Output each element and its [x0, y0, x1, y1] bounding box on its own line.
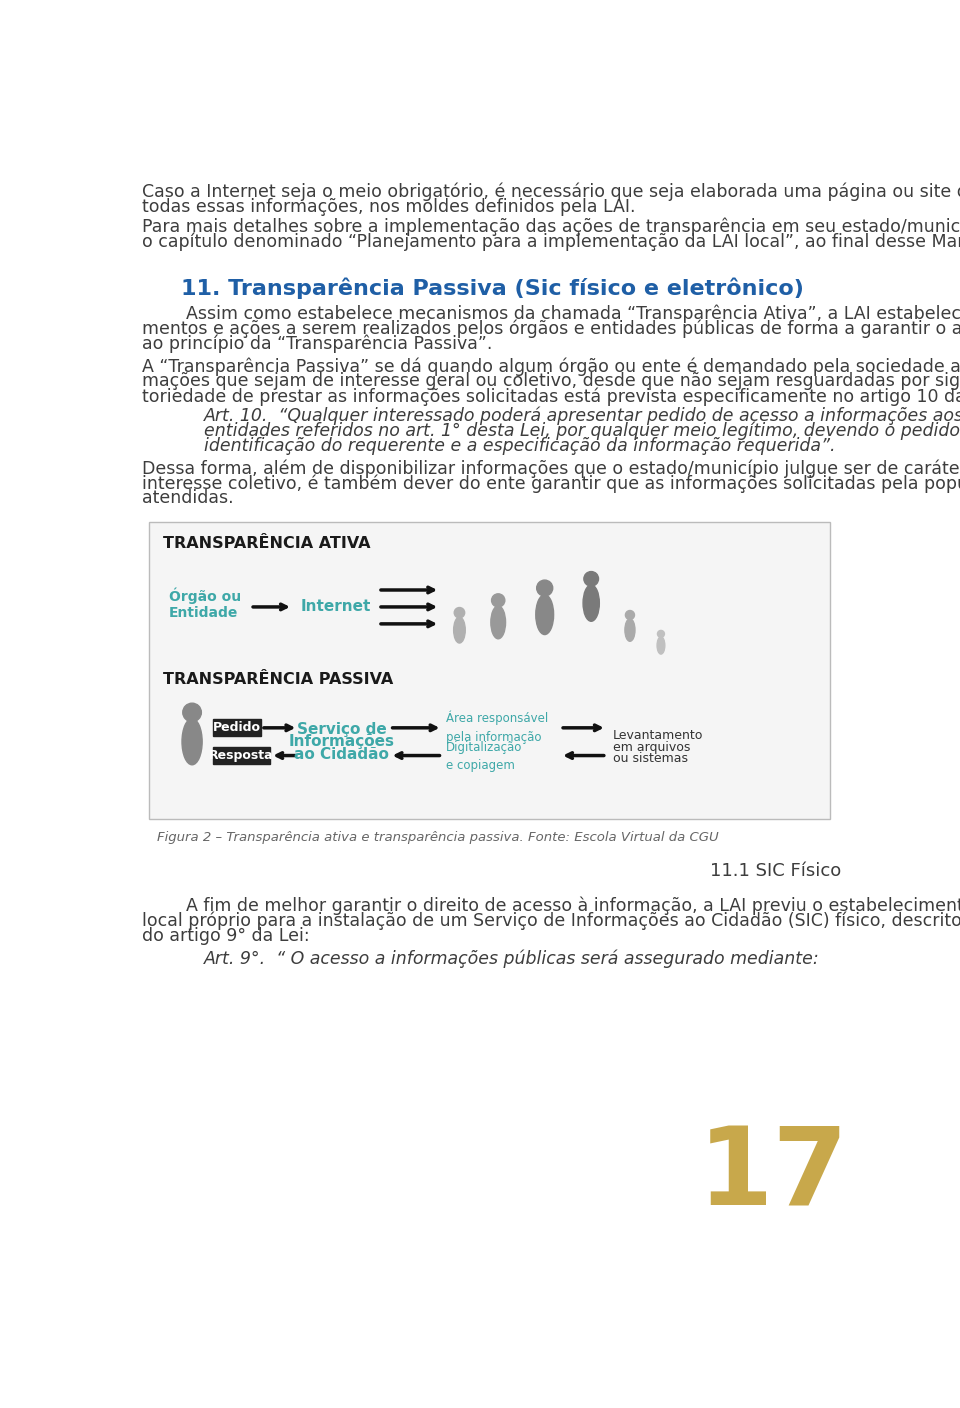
Text: mentos e ações a serem realizados pelos órgãos e entidades públicas de forma a g: mentos e ações a serem realizados pelos …: [142, 320, 960, 338]
Text: Pedido: Pedido: [213, 721, 261, 735]
Text: Art. 9°.  “ O acesso a informações públicas será assegurado mediante:: Art. 9°. “ O acesso a informações públic…: [204, 949, 820, 967]
Circle shape: [182, 703, 202, 722]
Text: local próprio para a instalação de um Serviço de Informações ao Cidadão (SIC) fí: local próprio para a instalação de um Se…: [142, 912, 960, 931]
Text: Entidade: Entidade: [169, 605, 238, 620]
Text: Internet: Internet: [300, 600, 371, 614]
Text: e copiagem: e copiagem: [446, 759, 516, 772]
Text: todas essas informações, nos moldes definidos pela LAI.: todas essas informações, nos moldes defi…: [142, 199, 636, 215]
Text: atendidas.: atendidas.: [142, 489, 233, 507]
Text: TRANSPARÊNCIA PASSIVA: TRANSPARÊNCIA PASSIVA: [163, 673, 394, 687]
Text: ou sistemas: ou sistemas: [612, 752, 688, 765]
Ellipse shape: [536, 594, 554, 635]
Text: TRANSPARÊNCIA ATIVA: TRANSPARÊNCIA ATIVA: [163, 536, 371, 551]
Text: ao Cidadão: ao Cidadão: [294, 746, 389, 762]
Ellipse shape: [625, 618, 635, 641]
Text: identificação do requerente e a especificação da informação requerida”.: identificação do requerente e a especifi…: [204, 436, 835, 455]
FancyBboxPatch shape: [150, 522, 829, 818]
Text: toriedade de prestar as informações solicitadas está prevista especificamente no: toriedade de prestar as informações soli…: [142, 387, 960, 406]
Ellipse shape: [454, 617, 466, 643]
Text: Art. 10.  “Qualquer interessado poderá apresentar pedido de acesso a informações: Art. 10. “Qualquer interessado poderá ap…: [204, 407, 960, 425]
Text: do artigo 9° da Lei:: do artigo 9° da Lei:: [142, 926, 309, 945]
Circle shape: [492, 594, 505, 607]
Ellipse shape: [182, 718, 203, 765]
Text: Informações: Informações: [289, 734, 395, 749]
Text: Figura 2 – Transparência ativa e transparência passiva. Fonte: Escola Virtual da: Figura 2 – Transparência ativa e transpa…: [157, 831, 719, 843]
Text: ao princípio da “Transparência Passiva”.: ao princípio da “Transparência Passiva”.: [142, 335, 492, 353]
Text: o capítulo denominado “Planejamento para a implementação da LAI local”, ao final: o capítulo denominado “Planejamento para…: [142, 232, 960, 251]
Text: Dessa forma, além de disponibilizar informações que o estado/município julgue se: Dessa forma, além de disponibilizar info…: [142, 459, 960, 477]
Text: entidades referidos no art. 1° desta Lei, por qualquer meio legítimo, devendo o : entidades referidos no art. 1° desta Lei…: [204, 421, 960, 441]
Text: 11. Transparência Passiva (Sic físico e eletrônico): 11. Transparência Passiva (Sic físico e …: [180, 277, 804, 298]
Text: mações que sejam de interesse geral ou coletivo, desde que não sejam resguardada: mações que sejam de interesse geral ou c…: [142, 372, 960, 390]
Text: 11.1 SIC Físico: 11.1 SIC Físico: [709, 862, 841, 880]
Ellipse shape: [583, 584, 599, 621]
Text: Digitalização: Digitalização: [446, 741, 522, 755]
Text: Área responsável: Área responsável: [446, 710, 548, 725]
Text: Órgão ou: Órgão ou: [169, 589, 241, 604]
Text: A fim de melhor garantir o direito de acesso à informação, a LAI previu o estabe: A fim de melhor garantir o direito de ac…: [142, 897, 960, 915]
Text: em arquivos: em arquivos: [612, 741, 690, 753]
Text: pela informação: pela informação: [446, 731, 541, 743]
Ellipse shape: [491, 605, 506, 639]
Text: Serviço de: Serviço de: [297, 722, 387, 736]
Circle shape: [658, 631, 664, 638]
Text: 17: 17: [698, 1122, 849, 1228]
Text: interesse coletivo, é também dever do ente garantir que as informações solicitad: interesse coletivo, é também dever do en…: [142, 474, 960, 493]
Text: Levantamento: Levantamento: [612, 729, 704, 742]
Circle shape: [584, 572, 598, 586]
Text: Resposta: Resposta: [209, 749, 274, 762]
Text: Caso a Internet seja o meio obrigatório, é necessário que seja elaborada uma pág: Caso a Internet seja o meio obrigatório,…: [142, 183, 960, 201]
Ellipse shape: [657, 636, 665, 655]
FancyBboxPatch shape: [213, 748, 271, 765]
Circle shape: [454, 607, 465, 618]
Text: Assim como estabelece mecanismos da chamada “Transparência Ativa”, a LAI estabel: Assim como estabelece mecanismos da cham…: [142, 304, 960, 322]
Circle shape: [537, 580, 553, 596]
Text: A “Transparência Passiva” se dá quando algum órgão ou ente é demandado pela soci: A “Transparência Passiva” se dá quando a…: [142, 358, 960, 376]
Text: Para mais detalhes sobre a implementação das ações de transparência em seu estad: Para mais detalhes sobre a implementação…: [142, 217, 960, 237]
Circle shape: [625, 611, 635, 620]
FancyBboxPatch shape: [213, 719, 261, 736]
